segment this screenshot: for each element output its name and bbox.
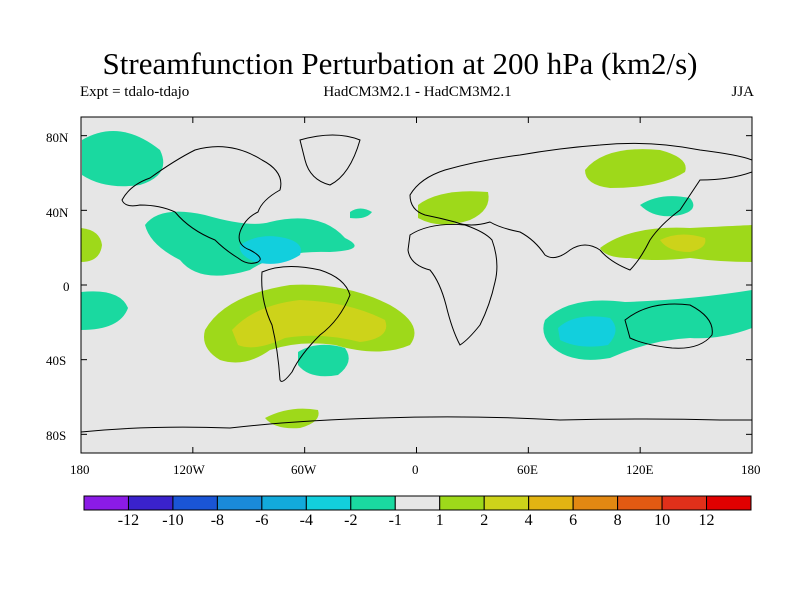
- colorbar-label: -10: [162, 512, 184, 529]
- colorbar: [83, 495, 752, 511]
- colorbar-label: -2: [344, 512, 358, 529]
- coastline-greenland: [299, 134, 361, 186]
- lat-label-40n: 40N: [46, 205, 69, 220]
- season-label: JJA: [731, 84, 754, 100]
- colorbar-label: 8: [613, 512, 622, 529]
- chart-title: Streamfunction Perturbation at 200 hPa (…: [102, 46, 698, 81]
- coastline-australia: [624, 303, 713, 349]
- lon-label-0: 0: [412, 462, 419, 477]
- coastline-antarctica: [81, 416, 752, 433]
- colorbar-box: [216, 495, 263, 511]
- lon-label-120w: 120W: [173, 462, 205, 477]
- colorbar-label: 6: [569, 512, 578, 529]
- axis-ticks: [80, 117, 753, 453]
- anomaly-region-sw-atlantic: [298, 344, 349, 377]
- colorbar-box: [305, 495, 352, 511]
- lon-label-120e: 120E: [626, 462, 654, 477]
- colorbar-box: [528, 495, 574, 511]
- anomaly-region-caribbean: [239, 236, 301, 264]
- lat-label-80s: 80S: [46, 428, 67, 443]
- coastline-north-america: [121, 146, 282, 264]
- anomaly-region-siberia: [585, 149, 686, 188]
- model-label: HadCM3M2.1 - HadCM3M2.1: [323, 84, 512, 100]
- experiment-label: Expt = tdalo-tdajo: [80, 84, 190, 100]
- colorbar-label: -1: [388, 512, 402, 529]
- lon-label-180w: 180: [70, 462, 90, 477]
- colorbar-label: -6: [255, 512, 269, 529]
- colorbar-box: [83, 495, 129, 511]
- anomaly-region-west-edge: [81, 228, 102, 262]
- colorbar-box: [617, 495, 663, 511]
- anomaly-region-north-pacific: [82, 131, 164, 187]
- colorbar-box: [172, 495, 218, 511]
- lon-label-180e: 180: [741, 462, 761, 477]
- lat-label-80n: 80N: [46, 130, 69, 145]
- anomaly-region-mediterranean: [418, 191, 489, 225]
- lat-label-40s: 40S: [46, 353, 67, 368]
- coastline-africa: [407, 224, 498, 346]
- colorbar-label: -12: [117, 512, 140, 529]
- colorbar-box: [127, 495, 174, 511]
- anomaly-region-east-pacific: [81, 291, 128, 330]
- anomaly-fields: [81, 131, 752, 433]
- anomaly-region-indian-core: [558, 316, 616, 347]
- colorbar-label: 12: [698, 512, 715, 529]
- coastline-south-america: [261, 266, 351, 382]
- coastlines: [81, 134, 752, 433]
- anomaly-region-japan: [640, 196, 694, 217]
- lat-label-0: 0: [63, 279, 70, 294]
- lon-label-60w: 60W: [291, 462, 317, 477]
- colorbar-label: -8: [210, 512, 225, 529]
- colorbar-label: 2: [480, 512, 489, 529]
- anomaly-region-south-america-core: [232, 300, 387, 348]
- colorbar-box: [439, 495, 485, 511]
- colorbar-box: [350, 495, 396, 511]
- lon-label-60e: 60E: [517, 462, 538, 477]
- anomaly-region-mid-atlantic: [350, 208, 372, 219]
- colorbar-box: [661, 495, 708, 511]
- colorbar-label: 4: [524, 512, 533, 529]
- colorbar-label: 1: [435, 512, 444, 529]
- colorbar-box: [706, 495, 752, 511]
- coastline-eurasia: [409, 142, 752, 271]
- colorbar-label: -4: [299, 512, 313, 529]
- colorbar-box: [483, 495, 530, 511]
- colorbar-box: [572, 495, 619, 511]
- colorbar-label: 10: [654, 512, 671, 529]
- colorbar-box: [261, 495, 307, 511]
- anomaly-region-nw-pacific-core: [660, 234, 706, 252]
- colorbar-box: [394, 495, 441, 511]
